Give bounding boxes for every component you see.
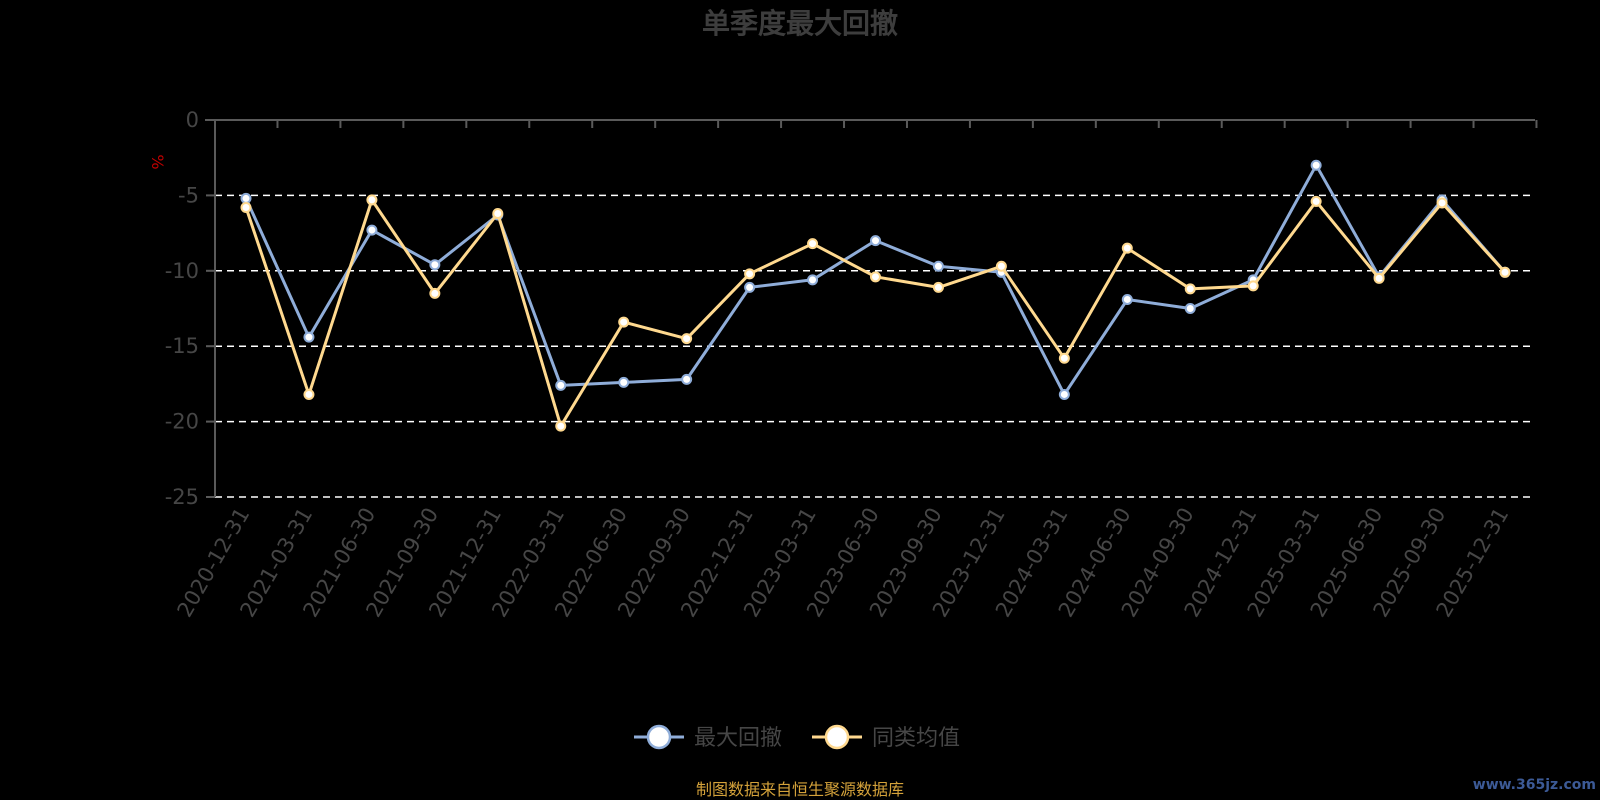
data-source-note: 制图数据来自恒生聚源数据库 xyxy=(696,780,904,799)
series-1-point xyxy=(618,376,630,388)
series-2-point xyxy=(618,316,630,328)
series-2-point xyxy=(1058,352,1070,364)
series-1-point xyxy=(429,259,441,271)
legend[interactable]: 最大回撤 同类均值 xyxy=(634,724,960,751)
y-tick-label: -25 xyxy=(165,485,199,509)
series-2-point xyxy=(366,194,378,206)
series-1-point xyxy=(555,379,567,391)
series-2-point xyxy=(1121,242,1133,254)
series-2-point xyxy=(744,268,756,280)
legend-item-2[interactable]: 同类均值 xyxy=(812,724,960,751)
series-2-point xyxy=(303,388,315,400)
legend-marker-icon xyxy=(824,724,850,750)
series-2-point xyxy=(1184,283,1196,295)
y-tick-labels: 0 -5 -10 -15 -20 -25 xyxy=(165,108,199,509)
series-1-point xyxy=(1184,303,1196,314)
series-1-point xyxy=(1121,293,1133,305)
series-2-point xyxy=(1373,272,1385,284)
y-tick-label: -5 xyxy=(178,183,199,207)
series-2-point xyxy=(1436,197,1448,209)
y-tick-label: -10 xyxy=(165,259,199,283)
series-1-point xyxy=(744,281,756,293)
series-1-point xyxy=(870,235,881,247)
x-tick-labels: 2020-12-312021-03-312021-06-302021-09-30… xyxy=(173,503,1514,621)
series-2-point xyxy=(681,333,693,345)
series-2-point xyxy=(1499,266,1511,278)
legend-marker-icon xyxy=(646,724,672,750)
series-2-point xyxy=(807,238,819,250)
y-tick-label: -20 xyxy=(165,410,199,434)
series-1-point xyxy=(1058,388,1070,400)
legend-label: 同类均值 xyxy=(872,726,960,751)
series-2-point xyxy=(555,420,567,432)
series-2-point xyxy=(1247,280,1259,292)
chart-title: 单季度最大回撤 xyxy=(702,7,898,40)
series-1-point xyxy=(303,331,315,343)
series-2-point xyxy=(995,260,1007,272)
series-line-2 xyxy=(244,198,1507,428)
y-tick-label: 0 xyxy=(186,108,199,132)
series-2-point xyxy=(492,207,504,219)
series-1-point xyxy=(1310,159,1322,171)
legend-label: 最大回撤 xyxy=(694,726,782,751)
series-2-point xyxy=(932,281,944,293)
series-1-point xyxy=(807,274,819,286)
series-2-point xyxy=(240,201,252,213)
y-tick-label: -15 xyxy=(165,334,199,358)
series-2-point xyxy=(870,271,881,283)
series-1-point xyxy=(681,373,693,385)
series-1-point xyxy=(932,260,944,272)
series-2-point xyxy=(1310,195,1322,207)
axes xyxy=(205,119,1538,498)
legend-item-1[interactable]: 最大回撤 xyxy=(634,724,782,751)
series-1-point xyxy=(240,192,252,204)
series-2-point xyxy=(429,287,441,299)
y-axis-unit-label: % xyxy=(148,154,167,169)
series-layer xyxy=(240,159,1511,432)
watermark: www.365jz.com xyxy=(1473,777,1596,793)
series-1-point xyxy=(366,224,378,236)
grid-lines xyxy=(215,194,1535,498)
